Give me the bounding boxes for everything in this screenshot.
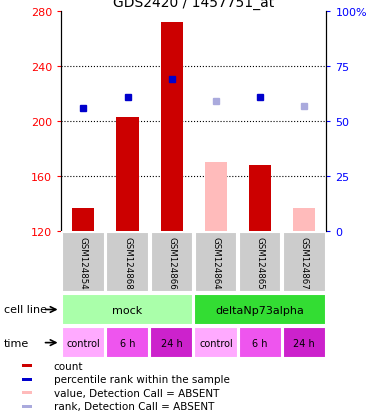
Text: mock: mock: [112, 305, 143, 315]
Bar: [161, 24, 183, 231]
Bar: [116, 118, 139, 231]
Text: 24 h: 24 h: [161, 338, 183, 348]
Bar: [194, 294, 326, 325]
Bar: [106, 233, 149, 292]
Bar: [195, 233, 237, 292]
Bar: [22, 405, 32, 408]
Text: value, Detection Call = ABSENT: value, Detection Call = ABSENT: [54, 388, 219, 398]
Text: 6 h: 6 h: [120, 338, 135, 348]
Bar: [22, 378, 32, 381]
Bar: [239, 328, 282, 358]
Bar: [22, 392, 32, 394]
Text: GSM124865: GSM124865: [256, 236, 265, 289]
Bar: [62, 294, 193, 325]
Text: cell line: cell line: [4, 305, 47, 315]
Title: GDS2420 / 1457751_at: GDS2420 / 1457751_at: [113, 0, 275, 10]
Bar: [249, 166, 271, 231]
Bar: [205, 163, 227, 231]
Text: 6 h: 6 h: [252, 338, 268, 348]
Text: control: control: [66, 338, 100, 348]
Text: GSM124866: GSM124866: [167, 236, 176, 289]
Bar: [106, 328, 149, 358]
Text: GSM124868: GSM124868: [123, 236, 132, 289]
Bar: [293, 208, 315, 231]
Bar: [72, 208, 94, 231]
Text: count: count: [54, 361, 83, 371]
Bar: [62, 233, 105, 292]
Bar: [22, 365, 32, 368]
Text: deltaNp73alpha: deltaNp73alpha: [216, 305, 305, 315]
Bar: [239, 233, 281, 292]
Bar: [283, 328, 326, 358]
Bar: [151, 233, 193, 292]
Text: rank, Detection Call = ABSENT: rank, Detection Call = ABSENT: [54, 401, 214, 411]
Text: GSM124864: GSM124864: [211, 236, 220, 289]
Text: 24 h: 24 h: [293, 338, 315, 348]
Text: GSM124854: GSM124854: [79, 236, 88, 289]
Bar: [150, 328, 193, 358]
Bar: [62, 328, 105, 358]
Bar: [283, 233, 326, 292]
Text: GSM124867: GSM124867: [300, 236, 309, 289]
Bar: [194, 328, 237, 358]
Text: control: control: [199, 338, 233, 348]
Text: time: time: [4, 338, 29, 348]
Text: percentile rank within the sample: percentile rank within the sample: [54, 375, 230, 385]
